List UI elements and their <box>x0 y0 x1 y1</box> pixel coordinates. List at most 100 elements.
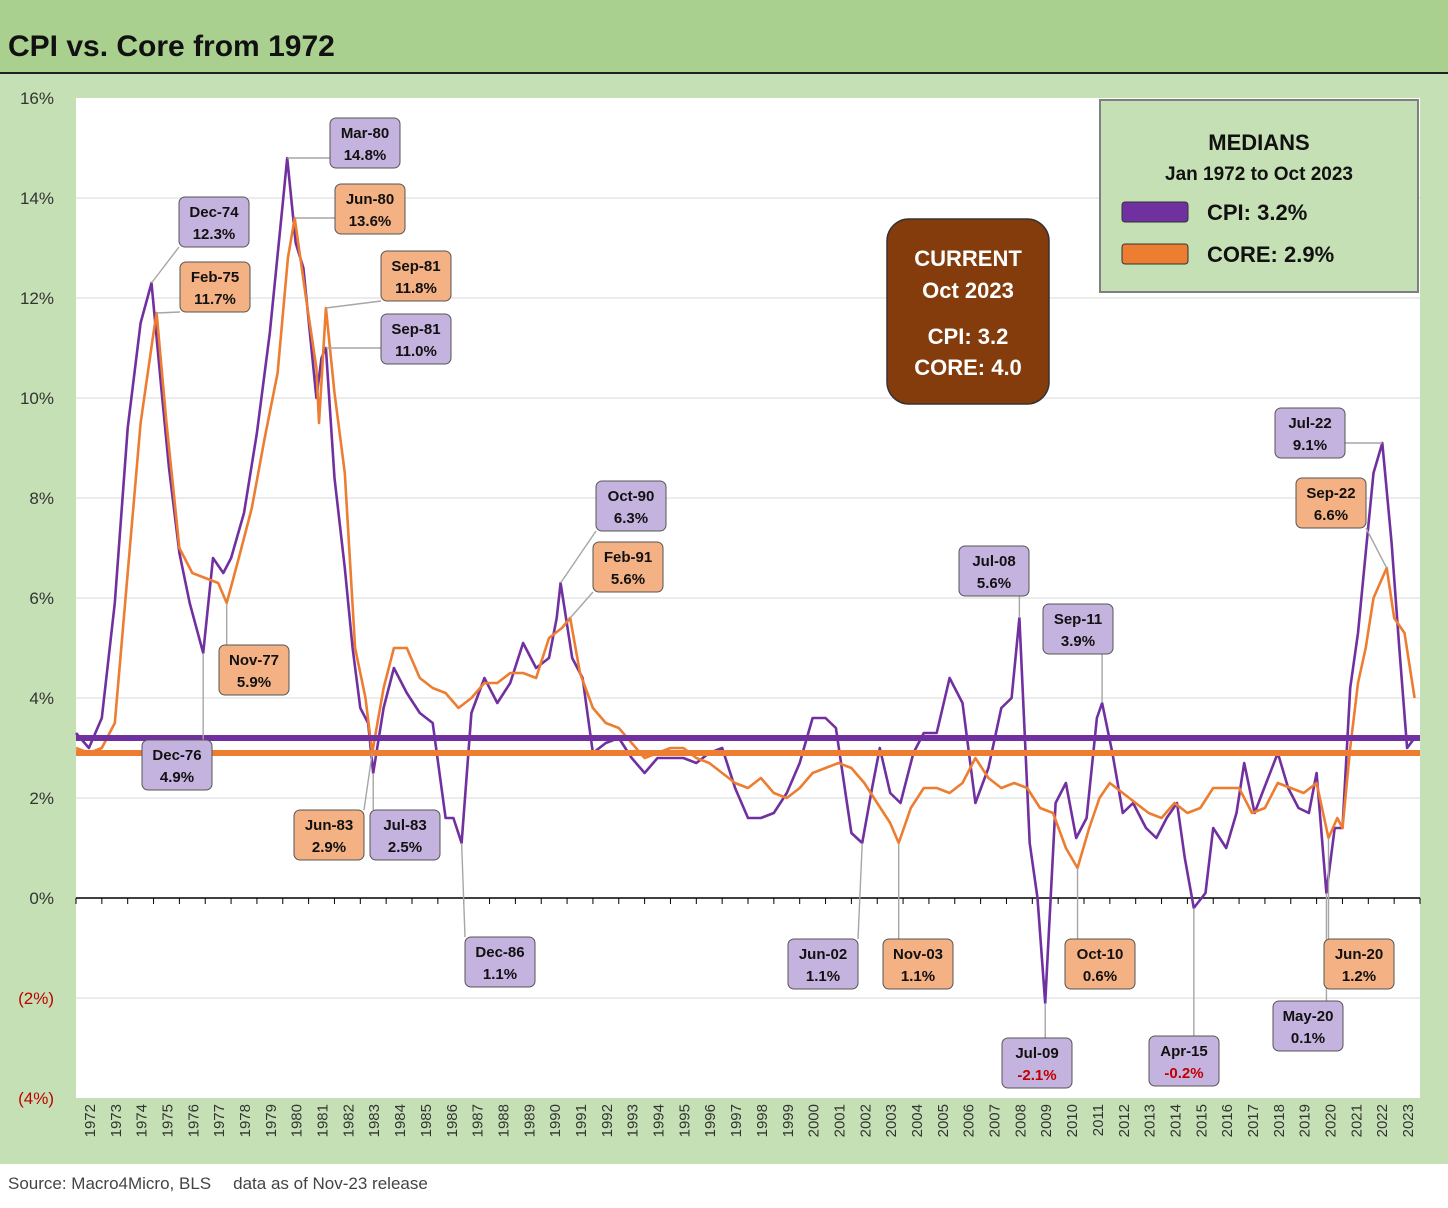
callout-dec-74: Dec-74 12.3% <box>150 196 250 284</box>
callout-box <box>1001 1037 1073 1089</box>
callout-box <box>178 196 250 248</box>
legend-label: CPI: 3.2% <box>1207 200 1307 225</box>
callout-box <box>179 261 251 313</box>
callout-date: Feb-75 <box>191 269 239 286</box>
x-tick-label: 1996 <box>702 1104 719 1137</box>
callout-value: 5.6% <box>977 575 1011 592</box>
callout-mar-80: Mar-80 14.8% <box>287 117 401 169</box>
callout-date: Oct-10 <box>1077 946 1124 963</box>
callout-feb-75: Feb-75 11.7% <box>156 261 251 314</box>
callout-box <box>882 938 954 990</box>
source-text: Source: Macro4Micro, BLS <box>8 1174 212 1193</box>
x-tick-label: 1980 <box>289 1104 306 1137</box>
title-bar: CPI vs. Core from 1972 <box>0 0 1448 74</box>
x-tick-label: 2003 <box>883 1104 900 1137</box>
callout-date: Sep-22 <box>1306 485 1355 502</box>
x-tick-label: 1973 <box>108 1104 125 1137</box>
callout-apr-15: Apr-15 -0.2% <box>1148 908 1220 1087</box>
callout-date: Jul-09 <box>1015 1045 1058 1062</box>
y-tick-label: 2% <box>29 789 54 808</box>
callout-value: 11.7% <box>194 291 236 308</box>
callout-value: 3.9% <box>1061 633 1095 650</box>
callout-box <box>1323 938 1395 990</box>
x-tick-label: 1992 <box>599 1104 616 1137</box>
x-tick-label: 2012 <box>1116 1104 1133 1137</box>
callout-date: Dec-86 <box>475 944 524 961</box>
callout-date: Dec-76 <box>152 747 201 764</box>
callout-value: 14.8% <box>344 147 387 164</box>
callout-may-20: May-20 0.1% <box>1272 893 1344 1052</box>
callout-jul-83: Jul-83 2.5% <box>369 773 441 861</box>
x-tick-label: 1994 <box>651 1104 668 1137</box>
y-tick-label: (2%) <box>18 989 54 1008</box>
callout-box <box>334 183 406 235</box>
callout-box <box>141 739 213 791</box>
callout-jun-83: Jun-83 2.9% <box>293 752 373 861</box>
callout-value: 0.1% <box>1291 1030 1325 1047</box>
callout-box <box>1064 938 1136 990</box>
x-tick-label: 2016 <box>1219 1104 1236 1137</box>
callout-date: Sep-81 <box>391 321 440 338</box>
callout-box <box>380 313 452 365</box>
current-box-line: CPI: 3.2 <box>928 324 1009 349</box>
callout-value: 1.1% <box>483 966 517 983</box>
y-tick-label: 14% <box>20 189 54 208</box>
callout-sep-22: Sep-22 6.6% <box>1295 477 1388 569</box>
callout-jul-08: Jul-08 5.6% <box>958 545 1030 618</box>
callout-value: 6.3% <box>614 510 648 527</box>
callout-value: -0.2% <box>1164 1065 1203 1082</box>
x-tick-label: 2022 <box>1374 1104 1391 1137</box>
legend-label: CORE: 2.9% <box>1207 242 1334 267</box>
y-tick-label: 8% <box>29 489 54 508</box>
callout-box <box>464 936 536 988</box>
callout-date: May-20 <box>1283 1008 1334 1025</box>
x-tick-label: 2017 <box>1245 1104 1262 1137</box>
callout-box <box>329 117 401 169</box>
callout-sep-81: Sep-81 11.0% <box>325 313 452 365</box>
y-tick-label: 4% <box>29 689 54 708</box>
data-release-note: data as of Nov-23 release <box>233 1174 428 1193</box>
callout-sep-81: Sep-81 11.8% <box>325 250 452 309</box>
current-box: CURRENT Oct 2023 CPI: 3.2 CORE: 4.0 <box>886 218 1050 405</box>
callout-nov-03: Nov-03 1.1% <box>882 843 954 990</box>
legend-swatch <box>1121 201 1189 223</box>
x-tick-label: 1976 <box>185 1104 202 1137</box>
y-tick-label: 6% <box>29 589 54 608</box>
callout-leader <box>460 842 466 938</box>
callout-date: Jun-02 <box>799 946 847 963</box>
x-tick-label: 1987 <box>470 1104 487 1137</box>
current-box-line: CORE: 4.0 <box>914 355 1022 380</box>
callout-sep-11: Sep-11 3.9% <box>1042 603 1114 703</box>
callout-value: 5.9% <box>237 674 271 691</box>
x-tick-label: 1984 <box>392 1104 409 1137</box>
x-tick-label: 1979 <box>263 1104 280 1137</box>
callout-box <box>595 480 667 532</box>
x-tick-label: 1991 <box>573 1104 590 1137</box>
callout-box <box>958 545 1030 597</box>
x-tick-label: 1990 <box>547 1104 564 1137</box>
x-tick-label: 1988 <box>495 1104 512 1137</box>
x-tick-label: 1983 <box>366 1104 383 1137</box>
x-tick-label: 2006 <box>961 1104 978 1137</box>
callout-box <box>1148 1035 1220 1087</box>
callout-box <box>1295 477 1367 529</box>
x-tick-label: 1977 <box>211 1104 228 1137</box>
x-tick-label: 2013 <box>1142 1104 1159 1137</box>
callout-value: 11.8% <box>395 280 437 297</box>
callout-leader <box>569 591 594 619</box>
x-tick-label: 2008 <box>1012 1104 1029 1137</box>
callout-date: Mar-80 <box>341 125 389 142</box>
x-tick-label: 1972 <box>82 1104 99 1137</box>
callout-date: Sep-81 <box>391 258 440 275</box>
callout-leader <box>150 246 180 284</box>
callout-date: Dec-74 <box>189 204 239 221</box>
x-tick-label: 2021 <box>1348 1104 1365 1137</box>
x-tick-label: 1999 <box>780 1104 797 1137</box>
x-tick-label: 2004 <box>909 1104 926 1137</box>
callout-dec-86: Dec-86 1.1% <box>460 842 536 988</box>
legend-subheading: Jan 1972 to Oct 2023 <box>1165 164 1353 185</box>
x-tick-label: 2010 <box>1064 1104 1081 1137</box>
callout-value: 0.6% <box>1083 968 1117 985</box>
callout-jun-80: Jun-80 13.6% <box>294 183 406 235</box>
callout-value: 1.1% <box>806 968 840 985</box>
